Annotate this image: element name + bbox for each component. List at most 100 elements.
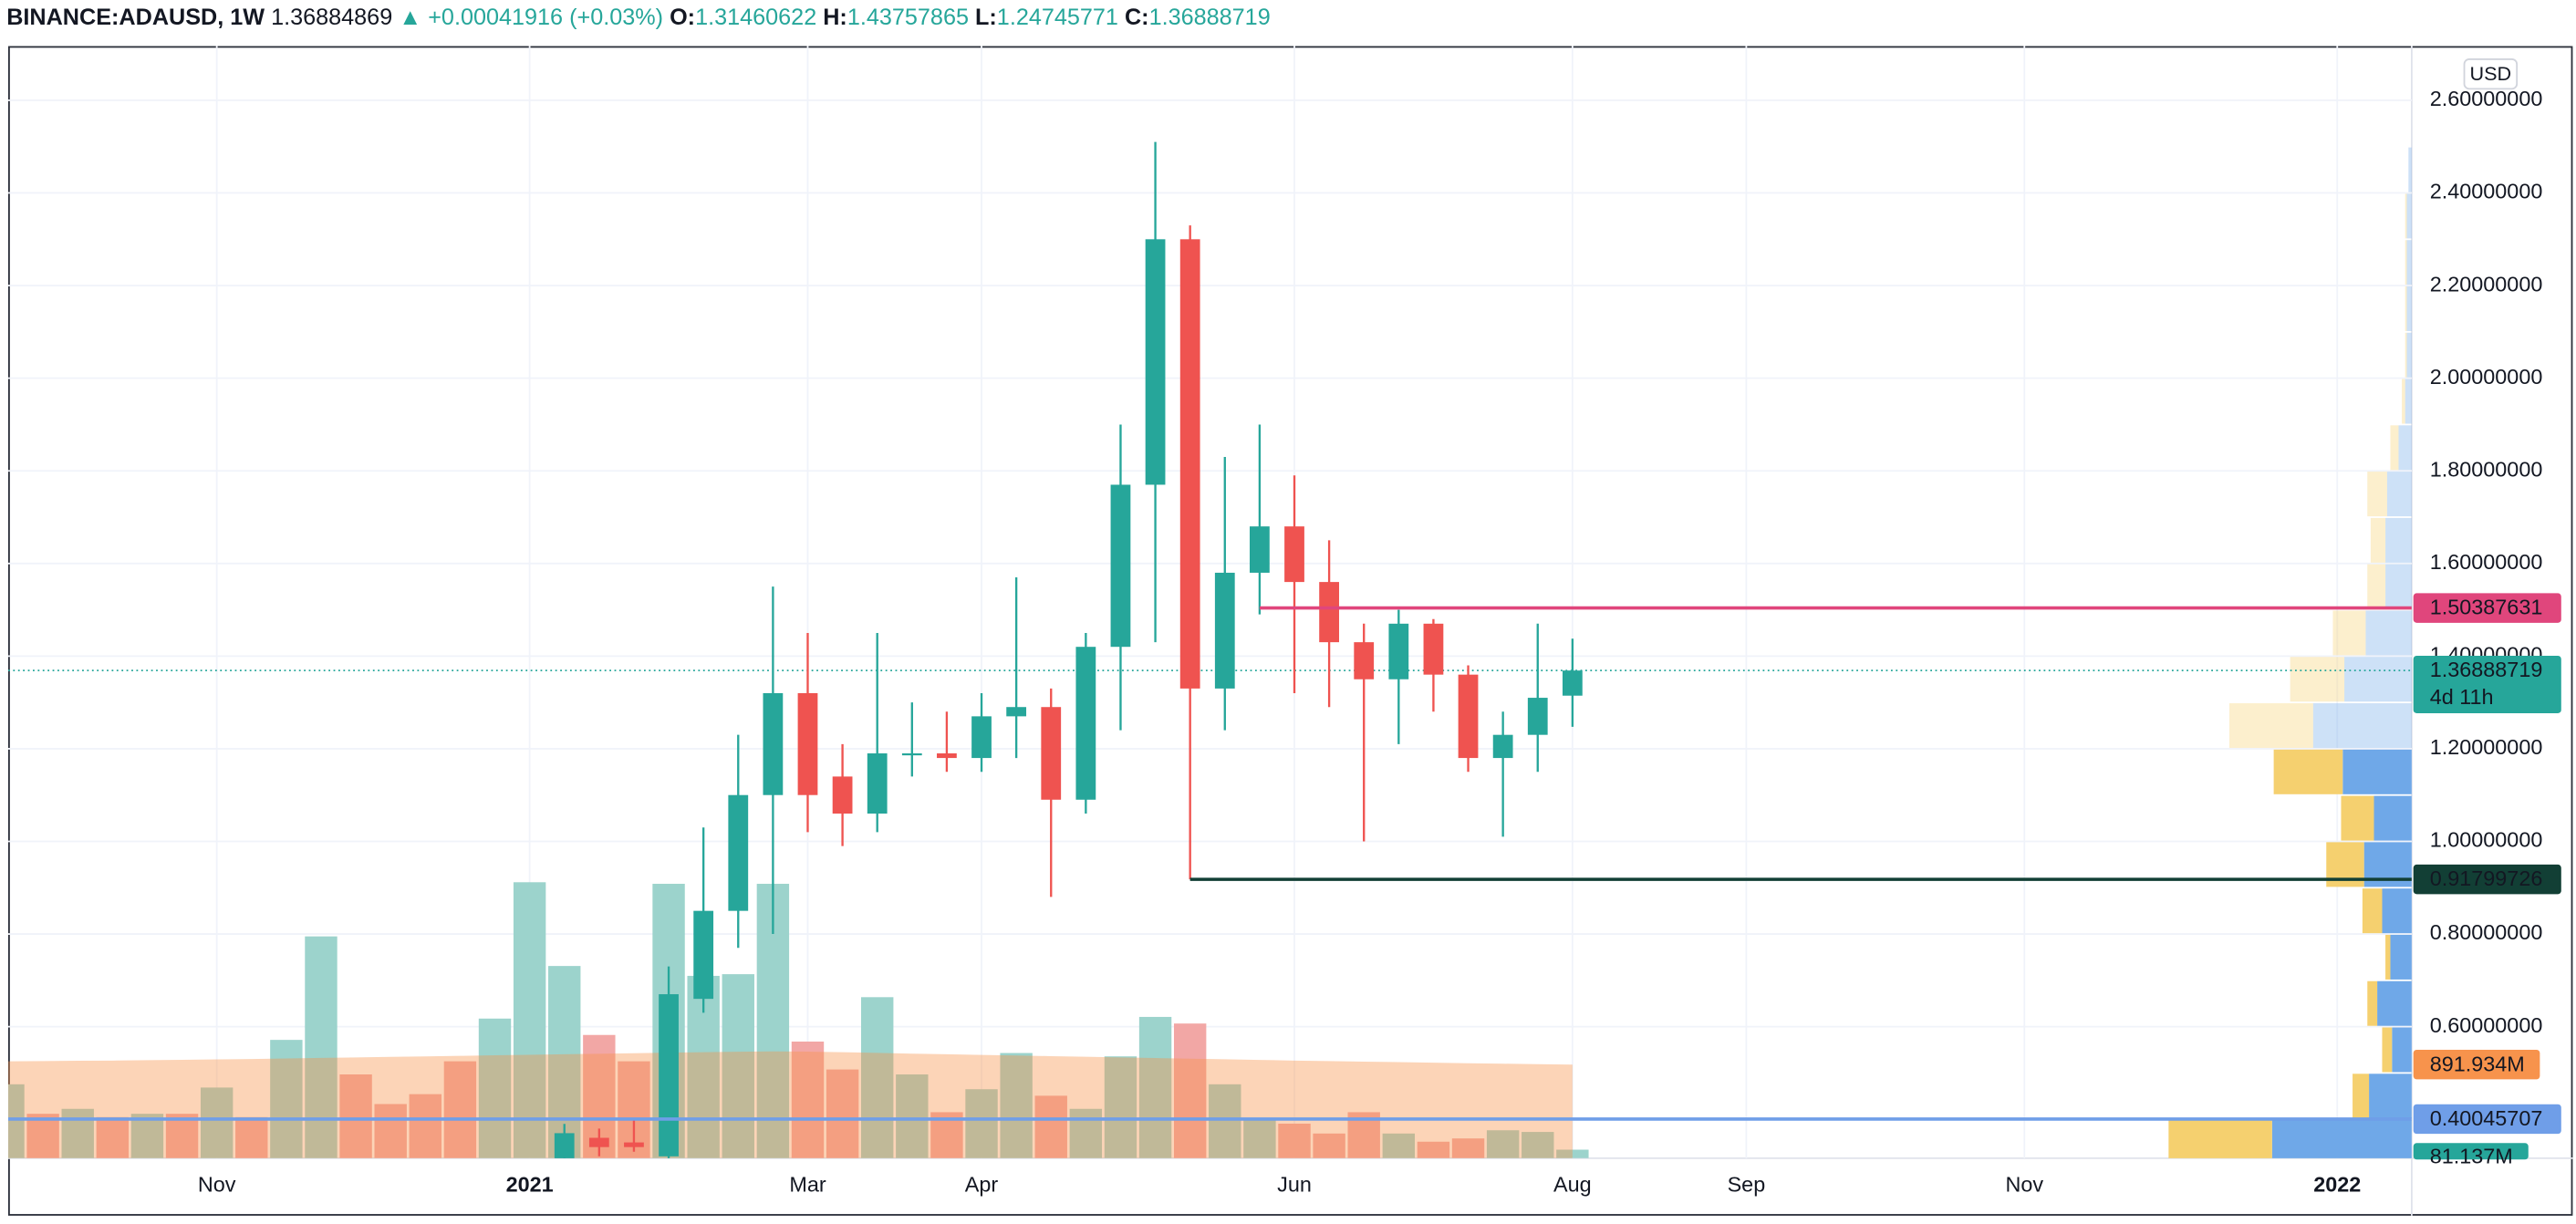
candle-body [1354,642,1375,679]
price-label: 1.50387631 [2430,596,2543,619]
candle-body [1006,707,1027,717]
volume-bar [1486,1130,1520,1158]
x-tick-label: 2022 [2313,1173,2361,1197]
header: BINANCE:ADAUSD, 1W 1.36884869 ▲ +0.00041… [6,5,1271,30]
candle-body [693,910,714,1000]
volume-bar [8,1084,25,1158]
volume-label: 81.137M [2430,1145,2513,1168]
candle-body [1562,670,1583,696]
profile-up [2271,1120,2412,1158]
volume-bar [374,1104,407,1158]
profile-down [2290,657,2345,702]
price-label-bg [2413,655,2561,713]
candle-body [1041,707,1062,800]
ohlc-value: 1.43757865 [847,5,969,30]
candle-body [1388,623,1409,679]
volume-bar [1000,1053,1033,1158]
profile-up [2385,517,2412,563]
change: +0.00041916 (+0.03%) [428,5,663,30]
candle-body [728,794,749,911]
candle-body [554,1133,575,1158]
y-tick-label: 0.60000000 [2430,1013,2543,1037]
candle-body [1458,674,1479,759]
volume-bar [305,936,338,1158]
profile-down [2367,980,2378,1026]
profile-up [2406,332,2412,378]
profile-down [2402,379,2405,424]
profile-up [2373,795,2412,841]
arrow: ▲ [399,5,421,30]
volume-bar [165,1114,199,1158]
volume-bar [1173,1023,1207,1158]
profile-down [2341,795,2374,841]
volume-bar [1313,1133,1345,1158]
currency-box[interactable] [2463,58,2519,90]
y-tick-label: 2.20000000 [2430,272,2543,296]
axes: 0.60000000 0.80000000 1.00000000 1.20000000… [198,87,2561,1197]
candle-body [901,752,922,756]
volume-label-bg [2413,1049,2540,1080]
profile-up [2386,472,2412,517]
y-tick-label: 2.00000000 [2430,365,2543,389]
countdown: 4d 11h [2430,685,2494,709]
volume-bar [791,1041,825,1158]
volume-ma-area [8,1051,1573,1158]
ohlc-label: C: [1125,5,1149,30]
profile-up [2365,610,2412,656]
volume-bar [26,1114,59,1158]
volume-bar [270,1040,303,1158]
ohlc-label: H: [823,5,847,30]
profile-down [2382,1027,2393,1073]
profile-up [2406,193,2412,239]
profile-up [2406,240,2412,285]
candle-body [1075,647,1096,800]
x-tick-label: 2021 [506,1173,554,1197]
volume-bar [200,1087,234,1158]
volume-bar [1209,1084,1241,1158]
price-label-bg [2413,1104,2561,1135]
y-tick-label: 2.60000000 [2430,87,2543,110]
volume-bar [61,1108,94,1158]
volume-bar [130,1114,164,1158]
y-tick-label: 1.20000000 [2430,735,2543,759]
profile-up [2405,379,2412,424]
volume-bar [1382,1133,1416,1158]
volume-bar [96,1116,130,1158]
x-tick-label: Apr [965,1173,999,1197]
candle-body [763,692,784,795]
candle-body [659,994,679,1157]
price-label: 1.36888719 [2430,658,2543,681]
volume-bar [1104,1056,1137,1158]
candle-body [832,776,853,814]
candle-body [867,752,888,814]
profile-down [2370,517,2386,563]
ohlc-value: 1.24745771 [997,5,1118,30]
profile-down [2332,610,2366,656]
profile-up [2377,980,2412,1026]
profile-down [2362,888,2383,934]
volume-bar [896,1074,929,1158]
y-tick-label: 0.80000000 [2430,920,2543,944]
ohlc-value: 1.31460622 [695,5,816,30]
profile-down [2405,240,2407,285]
candle-body [1492,734,1513,759]
ohlc-label: O: [670,5,695,30]
profile-down [2367,564,2386,609]
volume-label: 891.934M [2430,1052,2525,1075]
profile-down [2390,425,2399,471]
y-tick-label: 1.60000000 [2430,550,2543,574]
profile-up [2390,934,2412,980]
profile-up [2398,425,2412,471]
profile-up [2342,749,2412,794]
volume-bar [513,882,546,1158]
volume-bar [722,974,754,1158]
last-price: 1.36884869 [271,5,392,30]
profile-down [2353,1074,2370,1119]
volume-bar [1417,1141,1450,1158]
candle-body [1423,623,1444,675]
volume-bar [235,1116,268,1158]
x-tick-label: Nov [2005,1173,2043,1197]
